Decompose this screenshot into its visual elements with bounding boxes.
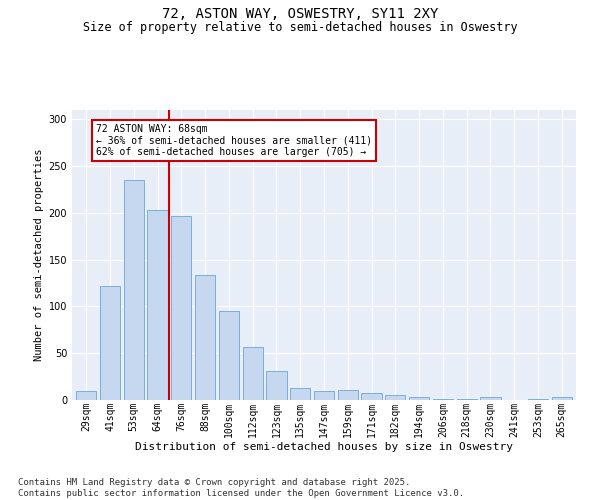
Text: Distribution of semi-detached houses by size in Oswestry: Distribution of semi-detached houses by … (135, 442, 513, 452)
Bar (457, 399, 477, 400)
Bar (219, 311, 239, 400)
Bar (124, 180, 144, 400)
Bar (433, 399, 453, 400)
Bar (290, 388, 310, 400)
Bar (409, 397, 429, 400)
Bar (551, 397, 572, 400)
Bar (100, 286, 120, 400)
Text: 72, ASTON WAY, OSWESTRY, SY11 2XY: 72, ASTON WAY, OSWESTRY, SY11 2XY (162, 8, 438, 22)
Text: Contains HM Land Registry data © Crown copyright and database right 2025.
Contai: Contains HM Land Registry data © Crown c… (18, 478, 464, 498)
Bar (76, 390, 97, 400)
Bar (528, 399, 548, 400)
Bar (385, 396, 406, 400)
Text: 72 ASTON WAY: 68sqm
← 36% of semi-detached houses are smaller (411)
62% of semi-: 72 ASTON WAY: 68sqm ← 36% of semi-detach… (96, 124, 372, 157)
Bar (361, 394, 382, 400)
Text: Size of property relative to semi-detached houses in Oswestry: Size of property relative to semi-detach… (83, 21, 517, 34)
Bar (171, 216, 191, 400)
Bar (148, 210, 167, 400)
Y-axis label: Number of semi-detached properties: Number of semi-detached properties (34, 149, 44, 361)
Bar (338, 390, 358, 400)
Bar (481, 397, 500, 400)
Bar (195, 274, 215, 400)
Bar (242, 346, 263, 400)
Bar (314, 390, 334, 400)
Bar (266, 371, 287, 400)
